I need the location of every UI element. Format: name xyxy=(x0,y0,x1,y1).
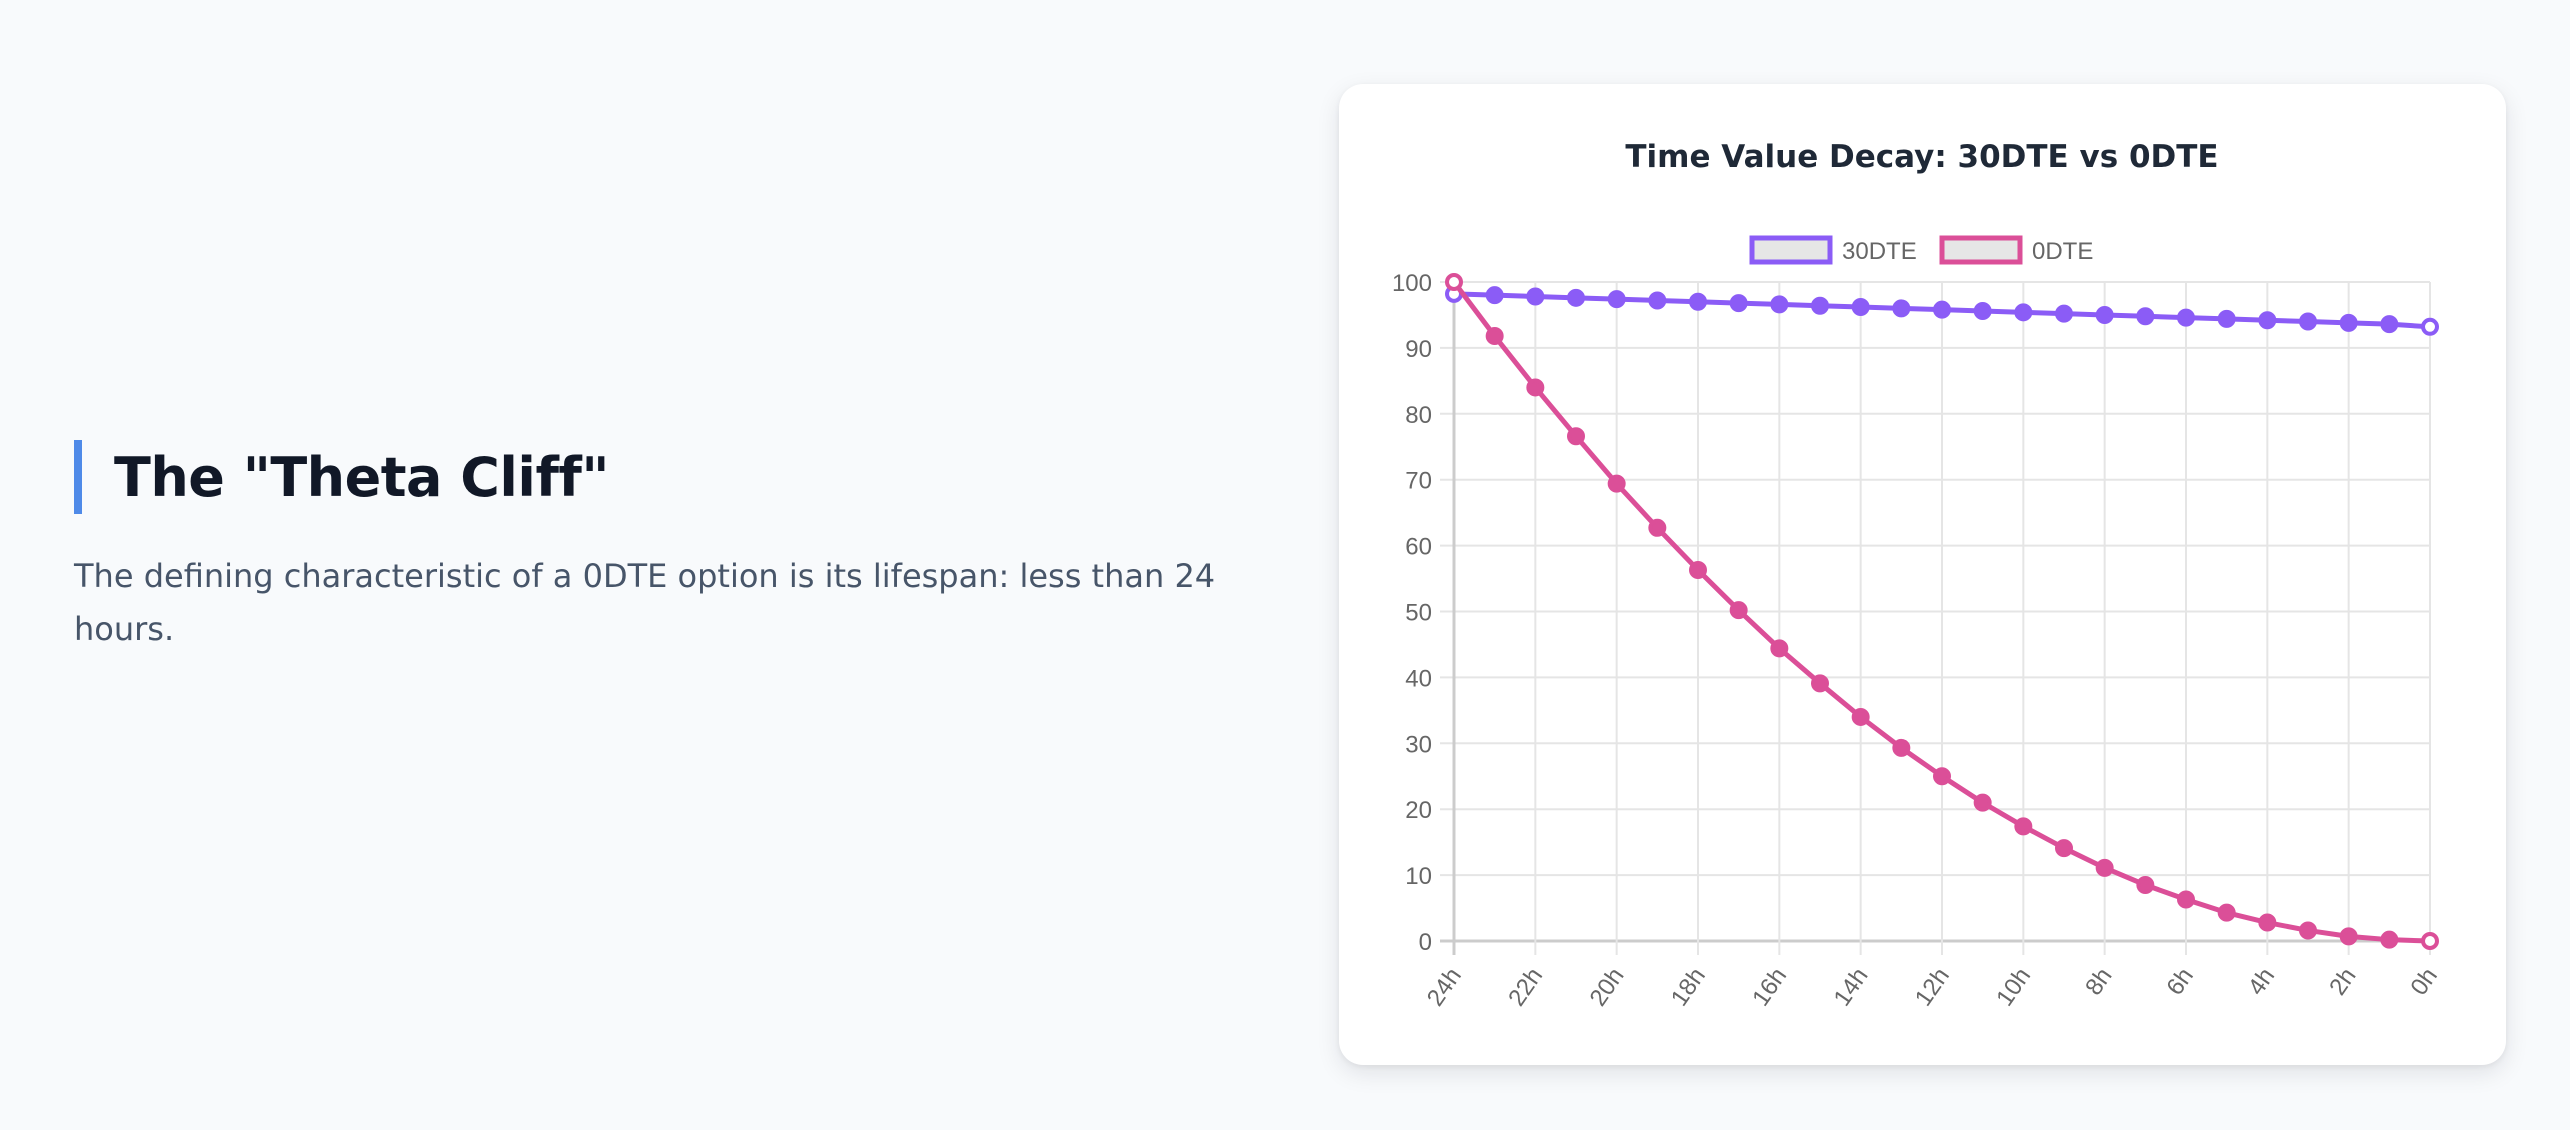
data-point xyxy=(2258,311,2277,330)
data-point xyxy=(2055,304,2073,323)
data-point xyxy=(1851,298,1870,317)
x-tick-label: 16h xyxy=(1747,963,1792,1011)
x-tick-label: 24h xyxy=(1422,963,1467,1011)
data-point xyxy=(1973,793,1992,812)
data-point xyxy=(1567,427,1585,446)
data-point xyxy=(2421,317,2439,336)
x-tick-label: 22h xyxy=(1503,963,1548,1011)
x-tick-label: 4h xyxy=(2243,963,2280,1000)
y-tick-label: 10 xyxy=(1405,863,1432,890)
data-point xyxy=(2014,303,2033,322)
x-tick-label: 18h xyxy=(1666,963,1711,1011)
chart-axes: 0 10 20 30 40 50 60 70 80 90 100 24h 22h 20h 18h 16h 14h… xyxy=(1392,270,2443,1011)
legend-swatch-0dte xyxy=(1939,235,2023,265)
series-0dte xyxy=(1445,273,2439,950)
chart-grid xyxy=(1440,281,2431,955)
data-point xyxy=(1729,601,1748,620)
y-tick-label: 70 xyxy=(1405,468,1432,495)
y-tick-label: 0 xyxy=(1419,929,1432,956)
data-point xyxy=(1933,767,1951,786)
x-tick-label: 0h xyxy=(2405,963,2442,1000)
data-point xyxy=(1485,327,1504,346)
data-point xyxy=(1648,291,1667,310)
data-point xyxy=(2299,921,2317,940)
data-point xyxy=(1851,707,1870,726)
series-30dte xyxy=(1445,284,2439,336)
data-point xyxy=(1567,288,1585,307)
data-point xyxy=(2055,839,2073,858)
data-point xyxy=(2339,927,2358,946)
data-point xyxy=(2014,817,2033,836)
data-point xyxy=(1892,299,1911,318)
chart-title: Time Value Decay: 30DTE vs 0DTE xyxy=(1625,139,2218,175)
data-point xyxy=(2177,308,2195,327)
data-point xyxy=(2380,315,2399,334)
data-point xyxy=(1445,273,1463,291)
data-point xyxy=(2299,312,2317,331)
y-tick-label: 90 xyxy=(1405,336,1432,363)
data-point xyxy=(1485,286,1504,305)
data-point xyxy=(2136,875,2155,894)
data-point xyxy=(2258,913,2277,932)
data-point xyxy=(1526,378,1545,397)
data-point xyxy=(1689,560,1707,579)
data-point xyxy=(1689,292,1707,311)
legend-swatch-30dte xyxy=(1749,235,1833,265)
x-tick-label: 6h xyxy=(2161,963,2198,1000)
data-point xyxy=(1973,301,1992,320)
data-point xyxy=(1933,300,1951,319)
x-tick-label: 20h xyxy=(1584,963,1629,1011)
y-tick-label: 50 xyxy=(1405,600,1432,627)
y-tick-label: 80 xyxy=(1405,402,1432,429)
y-tick-label: 40 xyxy=(1405,665,1432,692)
data-point xyxy=(2421,932,2439,950)
data-point xyxy=(1811,674,1829,693)
chart-legend: 30DTE 0DTE xyxy=(1749,235,2093,265)
chart-series xyxy=(1445,273,2439,950)
data-point xyxy=(1526,287,1545,306)
data-point xyxy=(2217,309,2236,328)
section-description: The defining characteristic of a 0DTE op… xyxy=(74,557,1216,648)
y-tick-label: 20 xyxy=(1405,797,1432,824)
y-tick-label: 30 xyxy=(1405,731,1432,758)
data-point xyxy=(1811,296,1829,315)
x-tick-label: 8h xyxy=(2080,963,2117,1000)
data-point xyxy=(2095,858,2114,877)
legend-label: 30DTE xyxy=(1842,238,1917,265)
legend-label: 0DTE xyxy=(2032,238,2093,265)
section-title: The "Theta Cliff" xyxy=(74,440,1274,514)
y-tick-label: 100 xyxy=(1392,270,1432,297)
data-point xyxy=(2177,890,2195,909)
decay-chart: Time Value Decay: 30DTE vs 0DTE 30DTE 0DT… xyxy=(1392,139,2443,1011)
data-point xyxy=(1770,639,1789,658)
data-point xyxy=(1770,295,1789,314)
data-point xyxy=(1607,474,1626,493)
x-tick-label: 12h xyxy=(1910,963,1955,1011)
data-point xyxy=(1607,290,1626,309)
section-intro: The "Theta Cliff" The defining character… xyxy=(74,440,1274,656)
x-tick-label: 14h xyxy=(1828,963,1873,1011)
chart-card: Time Value Decay: 30DTE vs 0DTE 30DTE 0DT… xyxy=(1339,84,2506,1065)
x-tick-label: 2h xyxy=(2324,963,2361,1000)
data-point xyxy=(2339,313,2358,332)
data-point xyxy=(1648,518,1667,537)
data-point xyxy=(2380,930,2399,949)
data-point xyxy=(1729,294,1748,313)
data-point xyxy=(2136,307,2155,326)
x-tick-label: 10h xyxy=(1991,963,2036,1011)
y-tick-label: 60 xyxy=(1405,534,1432,561)
data-point xyxy=(2217,903,2236,922)
data-point xyxy=(1892,738,1911,757)
data-point xyxy=(2095,305,2114,324)
